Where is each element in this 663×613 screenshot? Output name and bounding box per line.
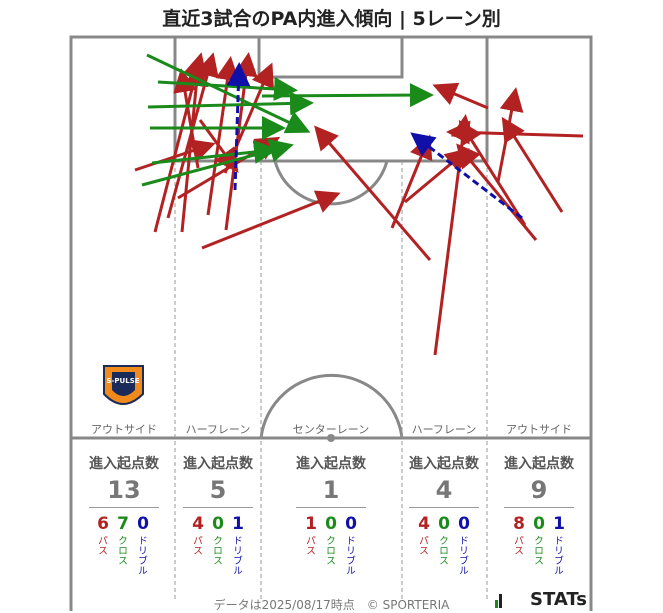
- cross-arrows: [141, 53, 434, 187]
- lane-4-divider: [504, 507, 574, 508]
- lane-0-pass-count: 6: [97, 514, 109, 534]
- lane-3-stat-heading: 進入起点数: [409, 456, 479, 472]
- lane-label-outside-right: アウトサイド: [506, 423, 572, 436]
- lane-1-divider: [183, 507, 253, 508]
- lane-1-stat-heading: 進入起点数: [183, 456, 253, 472]
- lane-4-pass-label: パス: [514, 536, 524, 557]
- lane-0-total: 13: [107, 476, 141, 504]
- brand-bars-icon: [495, 594, 505, 608]
- lane-4-stat-heading: 進入起点数: [504, 456, 574, 472]
- brand-logo: STATs: [530, 589, 587, 610]
- lane-2-pass-count: 1: [305, 514, 317, 534]
- lane-2-cross-label: クロス: [326, 536, 336, 567]
- lane-0-pass-label: パス: [98, 536, 108, 557]
- lane-4-cross-label: クロス: [534, 536, 544, 567]
- lane-3-pass-count: 4: [418, 514, 430, 534]
- lane-label-halfspace-left: ハーフレーン: [185, 423, 251, 436]
- club-badge-icon: S-PULSE: [103, 365, 144, 405]
- lane-3-dribble-count: 0: [458, 514, 470, 534]
- page-title: 直近3試合のPA内進入傾向 | 5レーン別: [162, 8, 501, 30]
- lane-2-dribble-count: 0: [345, 514, 357, 534]
- lane-2-pass-label: パス: [306, 536, 316, 557]
- lane-4-cross-count: 0: [533, 514, 545, 534]
- lane-1-pass-count: 4: [192, 514, 204, 534]
- lane-2-divider: [296, 507, 366, 508]
- pass-arrows: [134, 52, 584, 356]
- lane-1-cross-count: 0: [212, 514, 224, 534]
- lane-2-total: 1: [322, 476, 340, 504]
- lane-3-divider: [409, 507, 479, 508]
- lane-1-total: 5: [209, 476, 227, 504]
- lane-4-total: 9: [530, 476, 548, 504]
- lane-4-pass-count: 8: [513, 514, 525, 534]
- lane-0-dribble-count: 0: [137, 514, 149, 534]
- lane-4-dribble-label: ドリブル: [554, 536, 564, 577]
- lane-3-dribble-label: ドリブル: [459, 536, 469, 577]
- lane-2-stat-heading: 進入起点数: [296, 456, 366, 472]
- lane-3-pass-label: パス: [419, 536, 429, 557]
- lane-4-dribble-count: 1: [553, 514, 565, 534]
- lane-1-pass-label: パス: [193, 536, 203, 557]
- lane-3-cross-count: 0: [438, 514, 450, 534]
- lane-label-outside-left: アウトサイド: [91, 423, 157, 436]
- lane-0-cross-count: 7: [117, 514, 129, 534]
- lane-3-total: 4: [435, 476, 453, 504]
- footer-credit: データは2025/08/17時点 © SPORTERIA: [213, 598, 450, 612]
- lane-0-cross-label: クロス: [118, 536, 128, 567]
- center-spot: [327, 434, 335, 442]
- lane-1-dribble-label: ドリブル: [233, 536, 243, 577]
- lane-1-dribble-count: 1: [232, 514, 244, 534]
- lane-0-dribble-label: ドリブル: [138, 536, 148, 577]
- lane-dividers: [174, 161, 488, 600]
- lane-2-dribble-label: ドリブル: [346, 536, 356, 577]
- lane-0-divider: [89, 507, 159, 508]
- lane-1-cross-label: クロス: [213, 536, 223, 567]
- lane-0-stat-heading: 進入起点数: [89, 456, 159, 472]
- lane-label-center: センターレーン: [292, 423, 370, 436]
- lane-2-cross-count: 0: [325, 514, 337, 534]
- dribble-arrows: [226, 62, 523, 220]
- lane-label-halfspace-right: ハーフレーン: [411, 423, 477, 436]
- lane-3-cross-label: クロス: [439, 536, 449, 567]
- club-badge-text: S-PULSE: [106, 377, 139, 385]
